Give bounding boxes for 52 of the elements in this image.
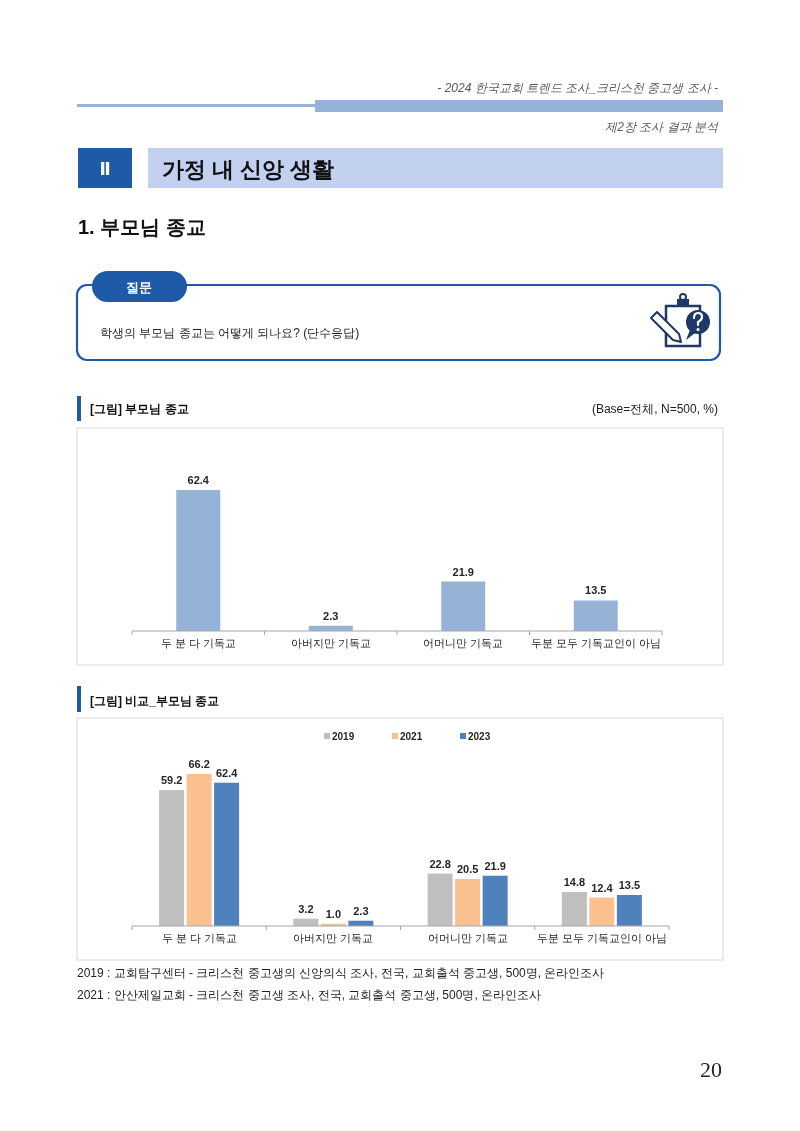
- x-tick-label: 두 분 다 기독교: [160, 637, 236, 649]
- data-label: 1.0: [325, 907, 342, 920]
- data-label: 12.4: [591, 881, 614, 894]
- bar: [159, 790, 185, 926]
- text: 학생의 부모님 종교는 어떻게 되나요? (단수응답): [100, 326, 360, 340]
- text: 가정 내 신앙 생활: [162, 157, 335, 182]
- chart-title: [그림] 부모님 종교: [90, 402, 189, 416]
- x-tick-label: 두분 모두 기독교인이 아님: [530, 637, 661, 649]
- bar: [427, 873, 453, 926]
- text: 2021 : 안산제일교회 - 크리스천 중고생 조사, 전국, 교회출석 중고생, 500명, 온라인조사: [77, 988, 542, 1002]
- bar: [616, 895, 642, 926]
- data-label: 13.5: [618, 879, 641, 891]
- data-label: 59.2: [160, 774, 183, 787]
- legend-label: 2023: [468, 731, 491, 742]
- chart-subtitle: (Base=전체, N=500, %): [591, 402, 718, 416]
- data-label: 20.5: [456, 862, 479, 875]
- legend-label: 2019: [332, 731, 355, 742]
- bar: [214, 782, 240, 926]
- bar: [441, 581, 486, 631]
- text: Ⅱ: [99, 160, 111, 179]
- data-label: 62.4: [215, 766, 239, 779]
- x-tick-label: 아버지만 기독교: [293, 932, 374, 944]
- data-label: 14.8: [563, 876, 586, 889]
- bar: [482, 875, 508, 926]
- data-label: 21.9: [452, 565, 474, 578]
- x-tick-label: 어머니만 기독교: [423, 637, 504, 649]
- bar: [561, 892, 587, 926]
- bar: [186, 774, 212, 926]
- x-tick-label: 두 분 다 기독교: [161, 932, 237, 944]
- bar: [455, 878, 481, 926]
- data-label: 21.9: [484, 859, 506, 872]
- data-label: 3.2: [298, 902, 314, 915]
- bar: [176, 490, 221, 631]
- text: - 2024 한국교회 트렌드 조사_크리스천 중고생 조사 -: [437, 81, 718, 95]
- bar: [573, 600, 618, 631]
- x-tick-label: 어머니만 기독교: [427, 932, 508, 944]
- x-tick-label: 두분 모두 기독교인이 아님: [536, 932, 667, 944]
- data-label: 22.8: [429, 857, 451, 870]
- data-label: 13.5: [585, 584, 607, 597]
- text: 2019 : 교회탐구센터 - 크리스천 중고생의 신앙의식 조사, 전국, 교회출석 중고생, 500명, 온라인조사: [77, 966, 605, 980]
- data-label: 62.4: [187, 474, 210, 486]
- bar: [589, 897, 615, 926]
- chart-title: [그림] 비교_부모님 종교: [90, 694, 220, 708]
- text: 질문: [126, 280, 152, 295]
- legend-label: 2021: [400, 731, 423, 742]
- data-label: 2.3: [323, 609, 339, 622]
- text: 제2장 조사 결과 분석: [605, 120, 719, 134]
- data-label: 66.2: [188, 758, 210, 770]
- data-label: 2.3: [353, 904, 369, 917]
- text: 1. 부모님 종교: [78, 216, 206, 238]
- x-tick-label: 아버지만 기독교: [290, 637, 371, 649]
- text: 20: [700, 1057, 722, 1082]
